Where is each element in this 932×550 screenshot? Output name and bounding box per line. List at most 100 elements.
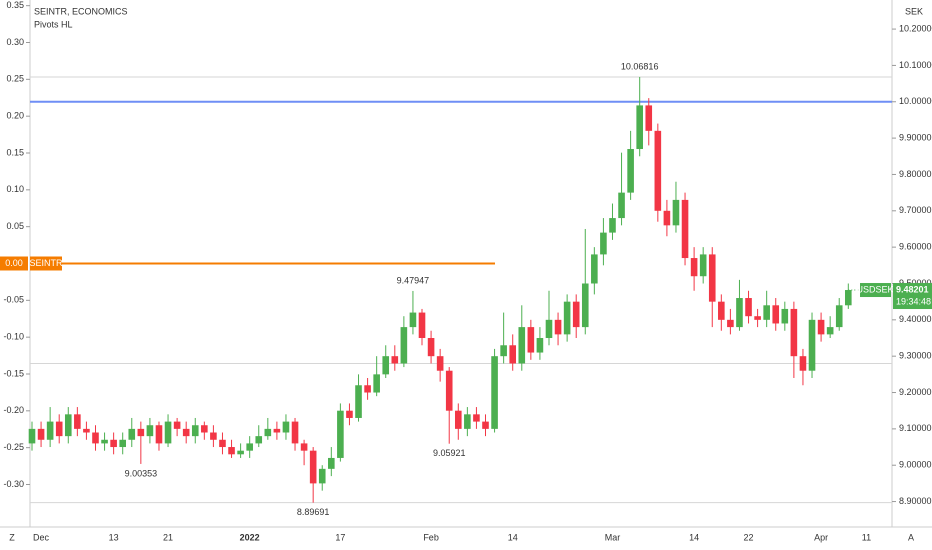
y2-tick-label: 10.20000 bbox=[899, 23, 932, 33]
candle-body bbox=[146, 425, 154, 437]
corner-right[interactable]: A bbox=[908, 532, 914, 542]
candle-body bbox=[328, 457, 335, 469]
y2-tick-label: 9.20000 bbox=[899, 387, 932, 397]
y2-tick-label: 9.50000 bbox=[899, 278, 932, 288]
y2-tick-label: 9.00000 bbox=[899, 460, 932, 470]
candle-body bbox=[690, 258, 698, 277]
candle-body bbox=[618, 192, 625, 219]
candle-body bbox=[264, 428, 272, 437]
seintr-value-box bbox=[0, 256, 28, 271]
y2-tick-label: 9.60000 bbox=[899, 242, 932, 252]
candle-body bbox=[808, 319, 816, 371]
candle-body bbox=[572, 301, 580, 328]
candle-body bbox=[645, 105, 653, 131]
seintr-name-box bbox=[30, 256, 62, 271]
candle-body bbox=[464, 414, 471, 429]
candle-body bbox=[545, 319, 553, 339]
candle-body bbox=[391, 356, 399, 364]
candle-body bbox=[355, 385, 362, 418]
candle-body bbox=[137, 428, 145, 437]
candle-body bbox=[219, 439, 226, 448]
candle-body bbox=[772, 305, 780, 324]
title: SEINTR, ECONOMICS bbox=[34, 6, 128, 16]
y-tick-label: 0.15 bbox=[6, 147, 24, 157]
candle-body bbox=[826, 327, 834, 335]
candle-body bbox=[300, 443, 308, 451]
candle-body bbox=[500, 345, 507, 357]
y-tick-label: -0.25 bbox=[3, 442, 24, 452]
y2-tick-label: 9.90000 bbox=[899, 132, 932, 142]
y-tick-label: 0.10 bbox=[6, 184, 24, 194]
y-tick-label: 0.20 bbox=[6, 111, 24, 121]
seintr-name: SEINTR bbox=[29, 258, 63, 268]
candle-body bbox=[445, 370, 453, 411]
candle-body bbox=[273, 428, 281, 433]
candle-body bbox=[563, 301, 571, 335]
candle-body bbox=[101, 439, 108, 444]
candle-body bbox=[400, 327, 408, 364]
candle-body bbox=[454, 410, 462, 429]
candle-body bbox=[364, 385, 371, 393]
candle-body bbox=[799, 356, 807, 371]
candle-body bbox=[164, 421, 172, 444]
candle-body bbox=[46, 421, 54, 440]
candle-body bbox=[817, 319, 825, 335]
y-tick-label: 0.30 bbox=[6, 37, 24, 47]
candle-body bbox=[210, 432, 217, 440]
candle-body bbox=[591, 254, 598, 284]
y-tick-label: 0.05 bbox=[6, 221, 24, 231]
x-tick-label: Dec bbox=[33, 532, 50, 542]
candle-body bbox=[681, 199, 689, 259]
y2-tick-label: 10.00000 bbox=[899, 96, 932, 106]
x-tick-label: 14 bbox=[689, 532, 699, 542]
candle-body bbox=[754, 316, 761, 320]
candle-body bbox=[554, 319, 562, 335]
y2-tick-label: 8.90000 bbox=[899, 496, 932, 506]
pivot-label: 9.00353 bbox=[125, 468, 158, 478]
candle-body bbox=[600, 232, 607, 255]
candle-body bbox=[55, 421, 63, 437]
candle-body bbox=[155, 425, 163, 444]
y2-tick-label: 10.10000 bbox=[899, 60, 932, 70]
y2-tick-label: 9.40000 bbox=[899, 314, 932, 324]
candle-body bbox=[654, 130, 662, 211]
candle-body bbox=[382, 356, 390, 375]
candle-body bbox=[835, 305, 843, 328]
corner-left[interactable]: Z bbox=[9, 532, 15, 542]
candle-body bbox=[74, 414, 81, 429]
symbol-label: USDSEK bbox=[856, 284, 893, 294]
candle-body bbox=[119, 439, 126, 448]
candle-body bbox=[309, 450, 317, 484]
countdown: 19:34:48 bbox=[896, 296, 931, 306]
candle-body bbox=[409, 312, 417, 328]
candle-body bbox=[427, 338, 435, 357]
price-box bbox=[893, 283, 932, 310]
x-tick-label: 2022 bbox=[240, 532, 260, 542]
x-tick-label: 17 bbox=[335, 532, 345, 542]
candle-body bbox=[509, 345, 517, 364]
x-tick-label: Feb bbox=[423, 532, 439, 542]
x-tick-label: 14 bbox=[508, 532, 518, 542]
price-label: 9.48201 bbox=[896, 284, 929, 294]
y2-tick-label: 9.30000 bbox=[899, 351, 932, 361]
candle-body bbox=[636, 105, 643, 150]
y-tick-label: -0.05 bbox=[3, 295, 24, 305]
candle-body bbox=[781, 308, 789, 324]
pivot-label: 9.05921 bbox=[433, 448, 466, 458]
pivot-label: 10.06816 bbox=[621, 61, 659, 71]
y2-unit: SEK bbox=[905, 6, 923, 16]
x-tick-label: Apr bbox=[814, 532, 828, 542]
x-tick-label: 22 bbox=[744, 532, 754, 542]
candle-body bbox=[255, 436, 263, 444]
y-tick-label: -0.20 bbox=[3, 405, 24, 415]
candle-body bbox=[201, 425, 208, 433]
candle-body bbox=[627, 149, 634, 193]
candle-body bbox=[92, 432, 99, 444]
y-tick-label: -0.10 bbox=[3, 332, 24, 342]
candle-body bbox=[228, 447, 235, 455]
candle-body bbox=[337, 410, 344, 458]
candle-body bbox=[64, 414, 72, 437]
candle-body bbox=[246, 443, 253, 451]
y-tick-label: -0.30 bbox=[3, 479, 24, 489]
candle-body bbox=[790, 308, 798, 357]
